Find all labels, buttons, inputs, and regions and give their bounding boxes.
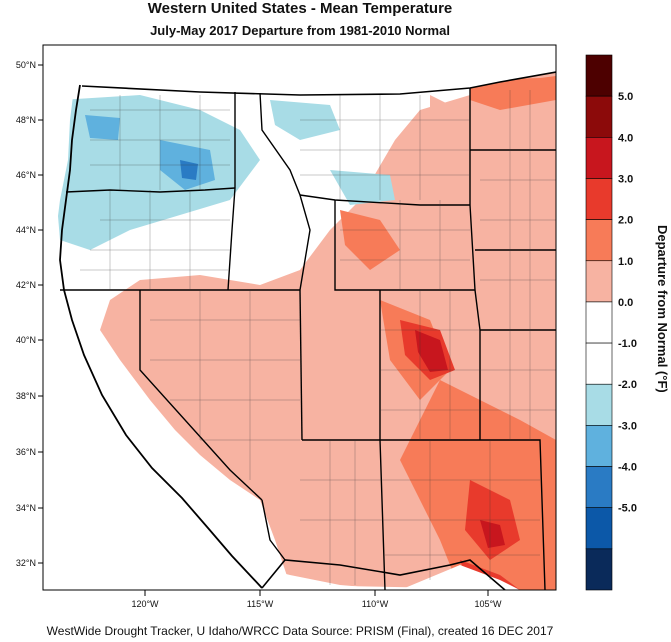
colorbar-segment: [585, 383, 613, 426]
lat-tick: 50°N: [16, 60, 43, 70]
lat-axis: 50°N 48°N 46°N 44°N 42°N 40°N 38°N 36°N …: [16, 60, 43, 568]
colorbar-segment: [585, 178, 613, 220]
lat-tick: 42°N: [16, 280, 43, 290]
lat-label: 42°N: [16, 280, 36, 290]
lat-label: 44°N: [16, 225, 36, 235]
colorbar-segment: [585, 342, 613, 385]
ocean-area: [43, 45, 260, 590]
lon-tick: 105°W: [474, 590, 502, 609]
map-subtitle: July-May 2017 Departure from 1981-2010 N…: [150, 23, 450, 38]
lat-tick: 44°N: [16, 225, 43, 235]
lat-label: 34°N: [16, 503, 36, 513]
colorbar-segment: [585, 260, 613, 303]
colorbar-label: -3.0: [618, 420, 637, 432]
colorbar-segment: [585, 507, 613, 550]
map-title: Western United States - Mean Temperature: [147, 0, 453, 17]
lat-tick: 38°N: [16, 391, 43, 401]
lon-label: 105°W: [474, 599, 502, 609]
cool-anomaly-region: [330, 170, 395, 205]
lat-tick: 34°N: [16, 503, 43, 513]
lon-tick: 120°W: [131, 590, 159, 609]
colorbar-label: 0.0: [618, 297, 633, 309]
map-footer: WestWide Drought Tracker, U Idaho/WRCC D…: [46, 624, 554, 638]
colorbar-label: 3.0: [618, 173, 633, 185]
state-borders: [60, 88, 556, 590]
map-frame: [42, 44, 557, 591]
lat-tick: 40°N: [16, 335, 43, 345]
lat-label: 38°N: [16, 391, 36, 401]
colorbar-segment: [585, 301, 613, 344]
canada-area: [43, 45, 556, 95]
colorbar: 5.0 4.0 3.0 2.0 1.0 0.0 -1.0 -2.0 -3.0 -4.0 -5.0: [585, 54, 637, 591]
colorbar-segment: [585, 137, 613, 179]
lat-tick: 48°N: [16, 115, 43, 125]
lon-tick: 115°W: [247, 590, 274, 609]
lat-tick: 46°N: [16, 170, 43, 180]
lat-label: 32°N: [16, 558, 36, 568]
lon-label: 120°W: [131, 599, 159, 609]
lat-tick: 36°N: [16, 447, 43, 457]
colorbar-segment: [585, 425, 613, 467]
colorbar-label: 5.0: [618, 91, 633, 103]
county-lines: [80, 90, 556, 585]
mexico-area: [230, 560, 520, 590]
lat-label: 40°N: [16, 335, 36, 345]
cool-anomaly-region: [85, 115, 120, 140]
colorbar-title: Departure from Normal (°F): [655, 225, 670, 393]
colorbar-label: 4.0: [618, 132, 633, 144]
lat-label: 50°N: [16, 60, 36, 70]
colorbar-label: -1.0: [618, 338, 637, 350]
warm-anomaly-region: [340, 210, 400, 270]
colorbar-segment: [585, 219, 613, 262]
colorbar-segment: [585, 466, 613, 508]
lon-label: 110°W: [362, 599, 389, 609]
lat-label: 48°N: [16, 115, 36, 125]
lat-label: 36°N: [16, 447, 36, 457]
coastline: [59, 84, 263, 589]
colorbar-label: 2.0: [618, 215, 633, 227]
lon-axis: 120°W 115°W 110°W 105°W: [131, 590, 502, 609]
warm-anomaly-region: [480, 520, 505, 548]
colorbar-label: 1.0: [618, 256, 633, 268]
colorbar-label: -4.0: [618, 462, 637, 474]
lon-label: 115°W: [247, 599, 274, 609]
map-area: [43, 45, 556, 590]
colorbar-label: -2.0: [618, 379, 637, 391]
colorbar-label: -5.0: [618, 503, 637, 515]
lon-tick: 110°W: [362, 590, 389, 609]
lat-label: 46°N: [16, 170, 36, 180]
warm-anomaly-region: [415, 330, 448, 372]
warm-anomaly-region: [430, 95, 556, 200]
lat-tick: 32°N: [16, 558, 43, 568]
colorbar-segment: [585, 548, 613, 591]
colorbar-segment: [585, 95, 613, 138]
colorbar-segment: [585, 54, 613, 97]
border-canada: [81, 71, 556, 96]
